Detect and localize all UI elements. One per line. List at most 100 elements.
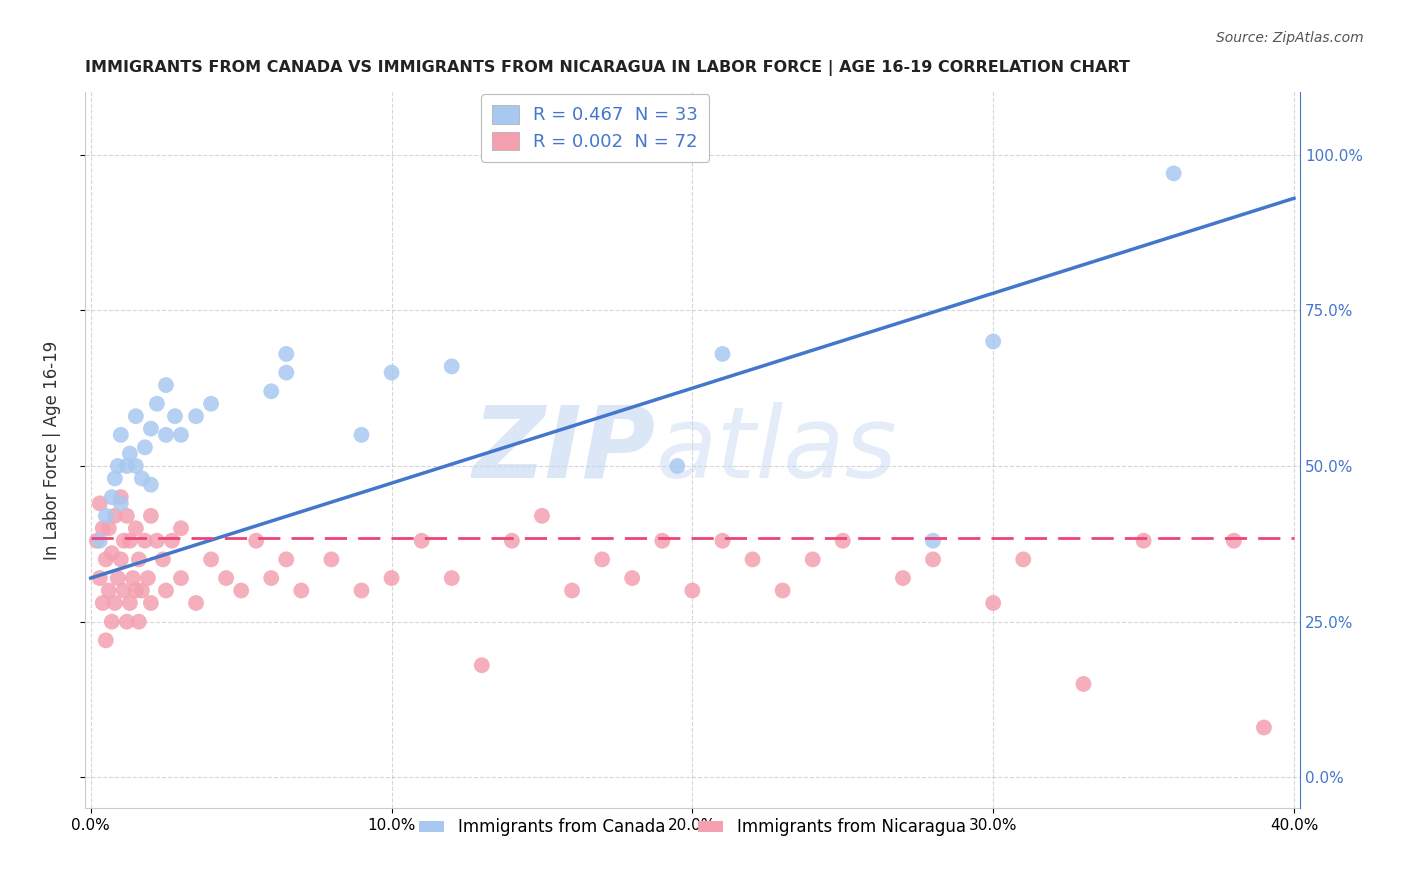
Point xyxy=(94,508,117,523)
Point xyxy=(107,571,129,585)
Point xyxy=(231,583,253,598)
Point xyxy=(139,508,162,523)
Point xyxy=(91,521,114,535)
Point xyxy=(112,583,135,598)
Point xyxy=(200,397,222,411)
Point xyxy=(380,571,402,585)
Point xyxy=(128,552,150,566)
Point xyxy=(350,428,373,442)
Point xyxy=(561,583,583,598)
Point xyxy=(591,552,613,566)
Point xyxy=(772,583,794,598)
Point xyxy=(711,533,734,548)
Point xyxy=(136,571,159,585)
Point xyxy=(139,422,162,436)
Point xyxy=(125,458,148,473)
Point xyxy=(1012,552,1035,566)
Point xyxy=(118,533,141,548)
Point xyxy=(128,615,150,629)
Point xyxy=(107,458,129,473)
Point xyxy=(711,347,734,361)
Point xyxy=(440,571,463,585)
Point xyxy=(184,596,207,610)
Point xyxy=(651,533,673,548)
Point xyxy=(155,583,177,598)
Point xyxy=(215,571,238,585)
Point xyxy=(125,521,148,535)
Point xyxy=(115,508,138,523)
Point xyxy=(134,533,156,548)
Point xyxy=(801,552,824,566)
Point xyxy=(471,658,494,673)
Point xyxy=(290,583,312,598)
Point xyxy=(139,596,162,610)
Point xyxy=(94,633,117,648)
Point xyxy=(170,571,193,585)
Point xyxy=(276,366,298,380)
Point xyxy=(86,533,108,548)
Point xyxy=(139,477,162,491)
Point xyxy=(134,440,156,454)
Point xyxy=(666,458,689,473)
Point xyxy=(94,552,117,566)
Point xyxy=(170,521,193,535)
Point xyxy=(118,596,141,610)
Point xyxy=(110,552,132,566)
Point xyxy=(831,533,853,548)
Point xyxy=(681,583,703,598)
Point xyxy=(101,490,124,504)
Text: IMMIGRANTS FROM CANADA VS IMMIGRANTS FROM NICARAGUA IN LABOR FORCE | AGE 16-19 C: IMMIGRANTS FROM CANADA VS IMMIGRANTS FRO… xyxy=(84,60,1129,76)
Point xyxy=(146,397,169,411)
Point xyxy=(110,496,132,510)
Point xyxy=(440,359,463,374)
Point xyxy=(131,471,153,485)
Point xyxy=(104,508,127,523)
Point xyxy=(411,533,433,548)
Point xyxy=(981,334,1004,349)
Point xyxy=(97,521,120,535)
Point xyxy=(97,583,120,598)
Point xyxy=(170,428,193,442)
Point xyxy=(89,571,111,585)
Point xyxy=(146,533,169,548)
Y-axis label: In Labor Force | Age 16-19: In Labor Force | Age 16-19 xyxy=(44,341,60,560)
Point xyxy=(89,533,111,548)
Point xyxy=(89,496,111,510)
Point xyxy=(1073,677,1095,691)
Point xyxy=(104,596,127,610)
Point xyxy=(101,546,124,560)
Point xyxy=(1163,166,1185,180)
Text: atlas: atlas xyxy=(657,402,897,499)
Point xyxy=(276,552,298,566)
Point xyxy=(981,596,1004,610)
Point xyxy=(922,533,945,548)
Point xyxy=(380,366,402,380)
Point xyxy=(160,533,183,548)
Point xyxy=(101,615,124,629)
Point xyxy=(155,428,177,442)
Point xyxy=(891,571,914,585)
Point xyxy=(501,533,523,548)
Point xyxy=(200,552,222,566)
Point xyxy=(321,552,343,566)
Point xyxy=(118,446,141,460)
Point xyxy=(131,583,153,598)
Point xyxy=(184,409,207,424)
Point xyxy=(276,347,298,361)
Text: Source: ZipAtlas.com: Source: ZipAtlas.com xyxy=(1216,31,1364,45)
Point xyxy=(104,471,127,485)
Point xyxy=(115,615,138,629)
Point xyxy=(121,571,143,585)
Point xyxy=(155,378,177,392)
Point xyxy=(350,583,373,598)
Point xyxy=(115,458,138,473)
Point xyxy=(125,409,148,424)
Point xyxy=(1253,721,1275,735)
Point xyxy=(125,583,148,598)
Point xyxy=(1223,533,1246,548)
Point xyxy=(245,533,267,548)
Point xyxy=(260,384,283,399)
Point xyxy=(741,552,763,566)
Point xyxy=(1132,533,1154,548)
Point xyxy=(112,533,135,548)
